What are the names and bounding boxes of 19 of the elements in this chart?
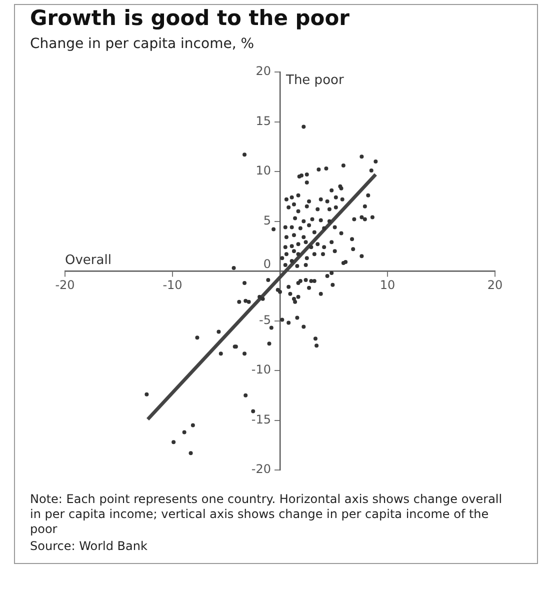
text: Note: Each point represents one country. Horizontal axis shows change overall in per capita income; vertical axis shows change in per capita income of the poor — [30, 492, 504, 537]
y-tick-label: -5 — [259, 312, 271, 327]
y-tick-label: -15 — [251, 412, 271, 426]
y-tick-label: -10 — [251, 362, 271, 377]
source-note: Source: World Bank — [30, 539, 148, 554]
y-axis-title: The poor — [285, 72, 344, 88]
x-tick-label: -20 — [55, 278, 75, 292]
x-axis-title: Overall — [65, 252, 112, 268]
y-tick-label: 5 — [263, 213, 271, 228]
x-tick-label: -10 — [162, 278, 182, 292]
y-tick-label: 0 — [263, 257, 271, 272]
y-tick-label: 10 — [256, 164, 271, 178]
y-tick-label: 15 — [256, 114, 271, 128]
chart-subtitle: Change in per capita income, % — [30, 36, 254, 52]
x-tick-label: 20 — [487, 278, 503, 292]
y-tick-label: -20 — [251, 462, 271, 476]
x-tick-label: 10 — [380, 278, 396, 292]
y-tick-label: 20 — [256, 64, 271, 78]
chart-title: Growth is good to the poor — [30, 6, 350, 30]
